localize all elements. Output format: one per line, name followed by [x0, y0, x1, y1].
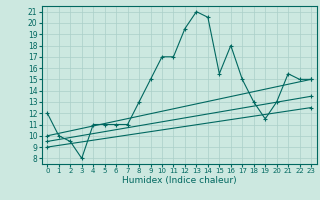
X-axis label: Humidex (Indice chaleur): Humidex (Indice chaleur): [122, 176, 236, 185]
